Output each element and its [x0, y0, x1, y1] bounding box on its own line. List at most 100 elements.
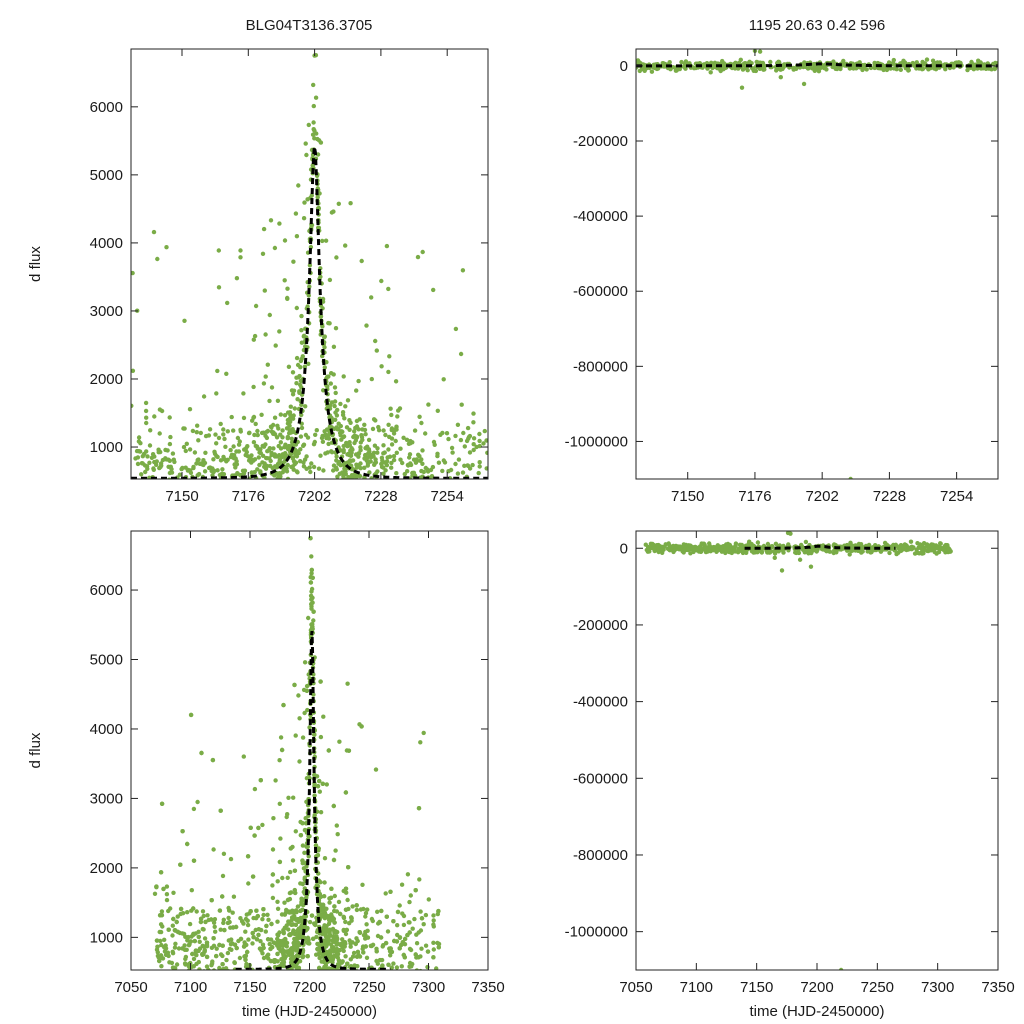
data-point [344, 979, 348, 983]
data-point [266, 917, 271, 922]
data-point [366, 437, 372, 443]
data-point [270, 895, 276, 901]
data-point [244, 560, 248, 564]
plot-frame [635, 530, 999, 971]
data-point [343, 919, 348, 925]
data-point [176, 946, 182, 951]
data-point [134, 487, 138, 491]
data-point [707, 546, 712, 552]
data-point [275, 951, 280, 957]
data-point [311, 127, 316, 132]
data-point [388, 984, 392, 988]
data-point [265, 912, 270, 917]
data-point [252, 833, 257, 838]
data-point [350, 940, 355, 945]
data-point [327, 989, 331, 993]
data-point [318, 453, 323, 458]
data-point [415, 504, 419, 508]
data-point [338, 499, 342, 503]
data-point [175, 914, 180, 919]
data-point [682, 547, 687, 552]
data-point [332, 908, 337, 914]
data-point [183, 934, 188, 939]
data-point [368, 459, 373, 464]
data-point [307, 263, 313, 268]
data-point [298, 434, 304, 439]
data-point [425, 522, 429, 526]
data-point [347, 442, 352, 448]
data-point [397, 946, 402, 951]
data-point [277, 453, 282, 458]
data-point [248, 825, 253, 830]
data-point [268, 218, 274, 223]
data-point [237, 481, 241, 485]
data-point [343, 469, 348, 474]
data-point [225, 950, 231, 956]
data-point [882, 540, 888, 546]
data-point [266, 952, 271, 957]
data-point [282, 981, 286, 985]
data-point [701, 62, 707, 67]
data-point [154, 938, 160, 943]
data-point [249, 457, 255, 462]
data-point [132, 493, 136, 497]
y-tick-label: 6000 [90, 582, 123, 599]
data-point [459, 402, 464, 407]
data-point [381, 428, 386, 433]
data-point [304, 844, 309, 849]
data-point [144, 415, 149, 420]
data-point [363, 944, 368, 949]
data-point [275, 932, 280, 937]
data-point [154, 462, 159, 467]
data-point [418, 475, 423, 479]
data-point [391, 919, 396, 924]
data-point [137, 479, 141, 483]
data-point [288, 890, 294, 895]
data-point [346, 865, 351, 870]
data-point [222, 1004, 226, 1008]
data-point [172, 945, 178, 950]
data-point [301, 954, 306, 959]
data-point [455, 422, 461, 427]
data-point [354, 388, 359, 393]
data-point [358, 445, 363, 450]
data-point [471, 436, 477, 441]
data-point [270, 512, 274, 516]
data-point [429, 972, 433, 976]
data-point [308, 536, 313, 541]
data-point [370, 426, 376, 432]
data-point [310, 575, 315, 580]
data-point [271, 816, 276, 821]
data-point [160, 924, 165, 929]
data-point [419, 420, 424, 426]
data-point [278, 440, 283, 445]
data-point [254, 908, 259, 913]
data-point [803, 539, 809, 545]
data-point [216, 285, 222, 290]
data-point [389, 436, 395, 441]
data-point [326, 982, 330, 986]
data-point [272, 245, 278, 251]
data-point [263, 374, 268, 379]
data-point [417, 877, 422, 882]
data-point [751, 550, 756, 555]
data-point [305, 304, 310, 309]
data-point [267, 312, 272, 318]
data-point [340, 981, 344, 985]
data-point [285, 875, 290, 880]
data-point [649, 69, 655, 74]
data-point [291, 388, 297, 393]
data-point [431, 955, 436, 960]
data-point [191, 964, 196, 969]
data-point [202, 936, 208, 941]
data-point [465, 425, 471, 431]
data-point [768, 59, 773, 65]
data-point [334, 425, 339, 430]
data-point [372, 443, 378, 448]
data-point [380, 478, 382, 479]
data-point [329, 449, 334, 454]
data-point [280, 943, 286, 948]
data-point [372, 509, 376, 513]
data-point [383, 1006, 387, 1010]
data-point [320, 238, 325, 244]
